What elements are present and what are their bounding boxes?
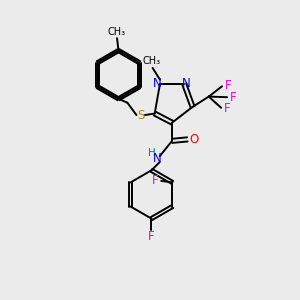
Text: N: N (182, 77, 191, 90)
Text: N: N (153, 77, 162, 90)
Text: N: N (152, 152, 161, 165)
Text: H: H (148, 148, 155, 158)
Text: O: O (189, 133, 199, 146)
Text: F: F (230, 91, 237, 104)
Text: F: F (224, 102, 231, 115)
Text: CH₃: CH₃ (142, 56, 160, 66)
Text: F: F (148, 230, 155, 243)
Text: F: F (152, 174, 158, 187)
Text: CH₃: CH₃ (108, 27, 126, 37)
Text: F: F (225, 79, 232, 92)
Text: S: S (137, 109, 144, 122)
